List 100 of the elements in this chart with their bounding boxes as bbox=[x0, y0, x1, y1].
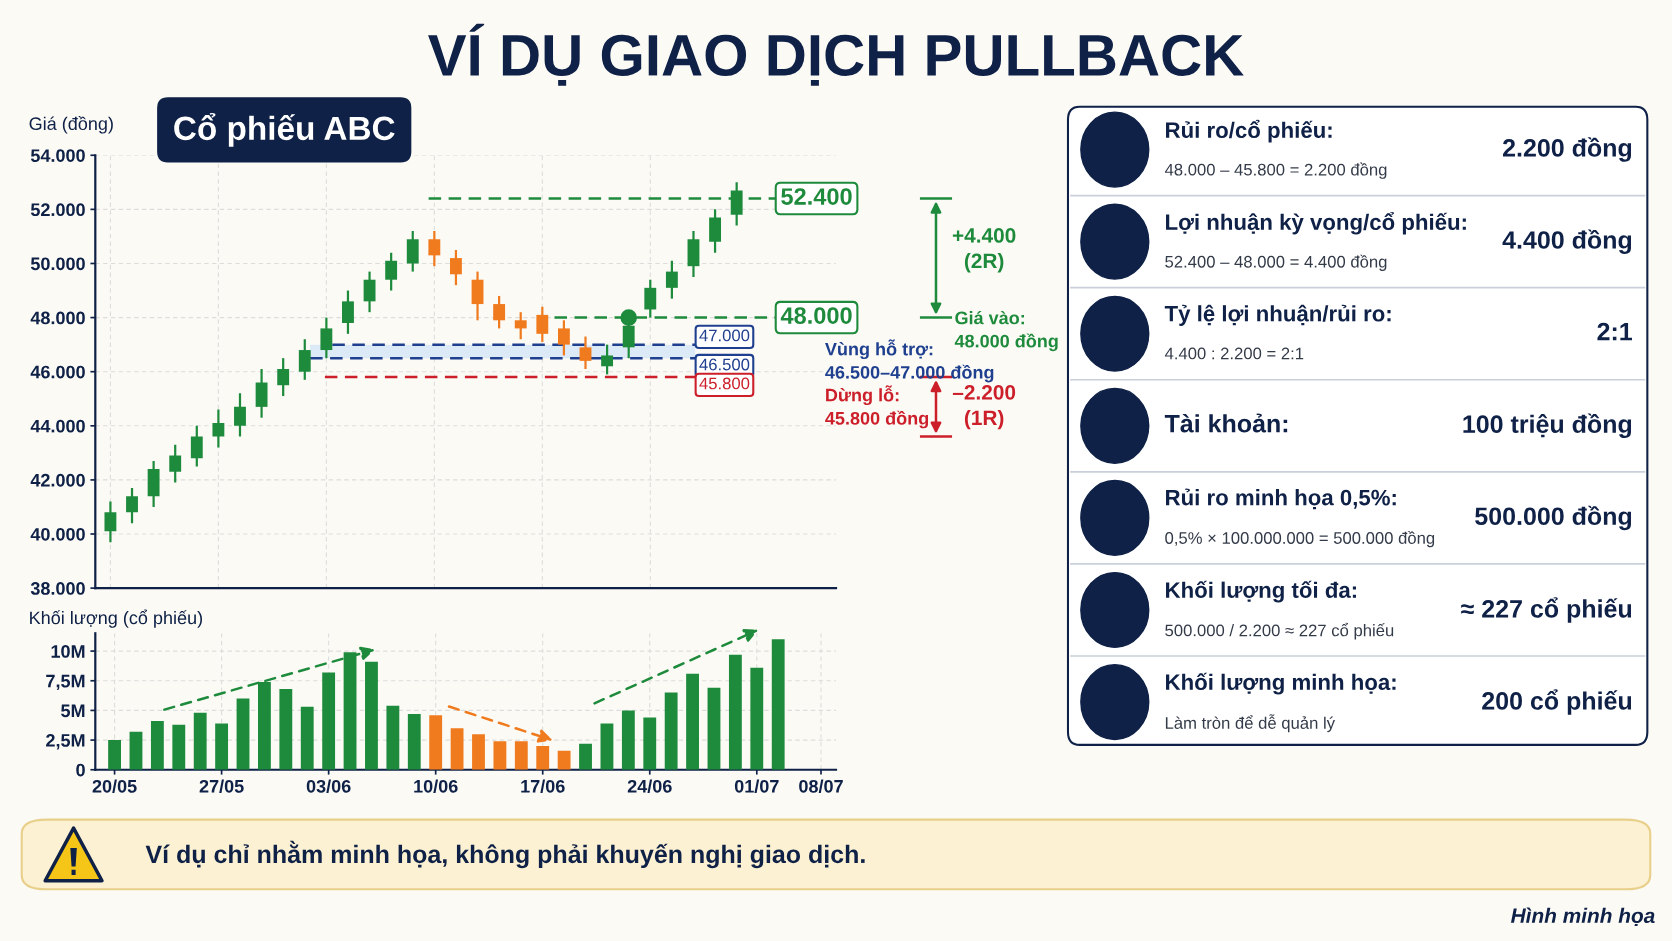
bar bbox=[600, 723, 614, 770]
text: Khối lượng tối đa: bbox=[1166, 580, 1356, 603]
y-tick-label: 42.000 bbox=[30, 473, 85, 487]
text: 52.400 – 48.000 = 4.400 đồng bbox=[1165, 254, 1387, 271]
text: Giá vào: 48.000 đồng bbox=[954, 310, 1058, 352]
y-tick-label: 40.000 bbox=[30, 527, 85, 541]
text: +4.400 (2R) bbox=[952, 228, 1016, 273]
bar bbox=[472, 734, 485, 770]
y-axis-title: Khối lượng (cổ phiếu) bbox=[30, 609, 202, 628]
candlestick bbox=[493, 294, 506, 330]
y-tick-label: 46.000 bbox=[30, 365, 85, 379]
text: Dừng lỗ: 45.800 đồng bbox=[825, 385, 929, 429]
ref-line-label: 45.800 bbox=[699, 377, 750, 390]
bar bbox=[536, 746, 550, 770]
candlestick bbox=[190, 424, 203, 468]
bar bbox=[643, 717, 657, 770]
bar bbox=[771, 639, 785, 770]
y-tick-label: 50.000 bbox=[30, 257, 85, 271]
x-tick-label: 27/05 bbox=[199, 779, 244, 793]
bar bbox=[686, 673, 699, 770]
text: 0,5% × 100.000.000 = 500.000 đồng bbox=[1165, 530, 1435, 548]
candlestick bbox=[234, 392, 246, 438]
candlestick bbox=[644, 278, 657, 319]
bar bbox=[193, 712, 207, 770]
text: Làm tròn để dễ quản lý bbox=[1165, 714, 1335, 733]
x-tick-label: 01/07 bbox=[734, 779, 779, 793]
bar bbox=[514, 741, 528, 770]
bar bbox=[450, 728, 464, 770]
bar bbox=[664, 692, 678, 770]
y-tick-label: 44.000 bbox=[30, 419, 85, 433]
x-tick-label: 20/05 bbox=[92, 779, 137, 793]
x-tick-label: 24/06 bbox=[627, 779, 672, 793]
bar bbox=[236, 698, 250, 770]
candlestick bbox=[665, 259, 678, 300]
text: Lợi nhuận kỳ vọng/cổ phiếu: bbox=[1166, 211, 1466, 235]
bar bbox=[108, 740, 121, 770]
y-tick-label: 10M bbox=[51, 645, 85, 658]
bar bbox=[386, 705, 400, 770]
bar bbox=[707, 687, 721, 770]
text: 500.000 đồng bbox=[1475, 505, 1632, 531]
text: 200 cổ phiếu bbox=[1482, 689, 1632, 715]
candlestick bbox=[342, 289, 354, 335]
text: Ví dụ chỉ nhằm minh họa, không phải khuyến nghị giao dịch. bbox=[145, 840, 865, 869]
chart-subtitle: Cổ phiếu ABC bbox=[174, 112, 395, 147]
text: 4.400 : 2.200 = 2:1 bbox=[1164, 347, 1304, 360]
text: 500.000 / 2.200 ≈ 227 cổ phiếu bbox=[1165, 622, 1394, 640]
candlestick bbox=[601, 343, 614, 376]
bar bbox=[579, 743, 592, 770]
bar bbox=[557, 750, 571, 770]
text: 48.000 – 45.800 = 2.200 đồng bbox=[1164, 162, 1387, 179]
bar bbox=[493, 741, 507, 770]
bar bbox=[172, 724, 186, 770]
candlestick bbox=[363, 270, 376, 314]
candlestick bbox=[320, 316, 333, 360]
text: 100 triệu đồng bbox=[1463, 413, 1632, 439]
bar bbox=[300, 706, 314, 770]
y-tick-label: 7,5M bbox=[46, 674, 85, 691]
bar bbox=[150, 721, 164, 770]
y-tick-label: 5M bbox=[61, 704, 85, 718]
candlestick bbox=[212, 408, 225, 449]
text: 2.200 đồng bbox=[1503, 137, 1632, 162]
candlestick bbox=[514, 311, 527, 341]
text: 2:1 bbox=[1597, 322, 1633, 341]
bar bbox=[215, 723, 229, 770]
text: Rủi ro/cổ phiếu: bbox=[1166, 119, 1332, 143]
candlestick bbox=[579, 335, 592, 371]
text: –2.200 (1R) bbox=[952, 384, 1016, 430]
ref-line-label: 46.500 bbox=[699, 358, 750, 371]
bar bbox=[129, 731, 143, 770]
candlestick bbox=[450, 248, 462, 287]
x-tick-label: 03/06 bbox=[306, 779, 351, 793]
candlestick bbox=[557, 319, 570, 357]
text: 4.400 đồng bbox=[1502, 229, 1632, 254]
ref-line-label: 48.000 bbox=[780, 307, 852, 324]
bar bbox=[407, 713, 421, 770]
bar bbox=[621, 710, 635, 770]
text: Hình minh họa bbox=[1510, 907, 1655, 927]
ref-line-label: 47.000 bbox=[699, 329, 750, 342]
candlestick bbox=[277, 357, 290, 398]
candlestick bbox=[536, 305, 549, 344]
y-tick-label: 54.000 bbox=[30, 149, 85, 162]
y-tick-label: 52.000 bbox=[30, 203, 85, 217]
x-tick-label: 17/06 bbox=[521, 779, 565, 793]
bar bbox=[322, 672, 336, 770]
candlestick bbox=[126, 486, 138, 525]
bar bbox=[750, 667, 764, 770]
text: Khối lượng minh họa: bbox=[1166, 672, 1396, 695]
candlestick bbox=[385, 251, 398, 292]
text: ≈ 227 cổ phiếu bbox=[1461, 597, 1632, 623]
text: Tỷ lệ lợi nhuận/rủi ro: bbox=[1164, 304, 1391, 326]
chart-title: VÍ DỤ GIAO DỊCH PULLBACK bbox=[428, 23, 1244, 86]
y-tick-label: 38.000 bbox=[30, 582, 85, 595]
candlestick bbox=[428, 229, 441, 268]
candlestick bbox=[104, 500, 117, 544]
text: Rủi ro minh họa 0,5%: bbox=[1166, 488, 1396, 510]
y-tick-label: 0 bbox=[76, 763, 85, 777]
candlestick bbox=[298, 338, 311, 381]
y-tick-label: 48.000 bbox=[30, 311, 85, 325]
x-tick-label: 08/07 bbox=[799, 779, 843, 793]
bar bbox=[429, 715, 443, 770]
